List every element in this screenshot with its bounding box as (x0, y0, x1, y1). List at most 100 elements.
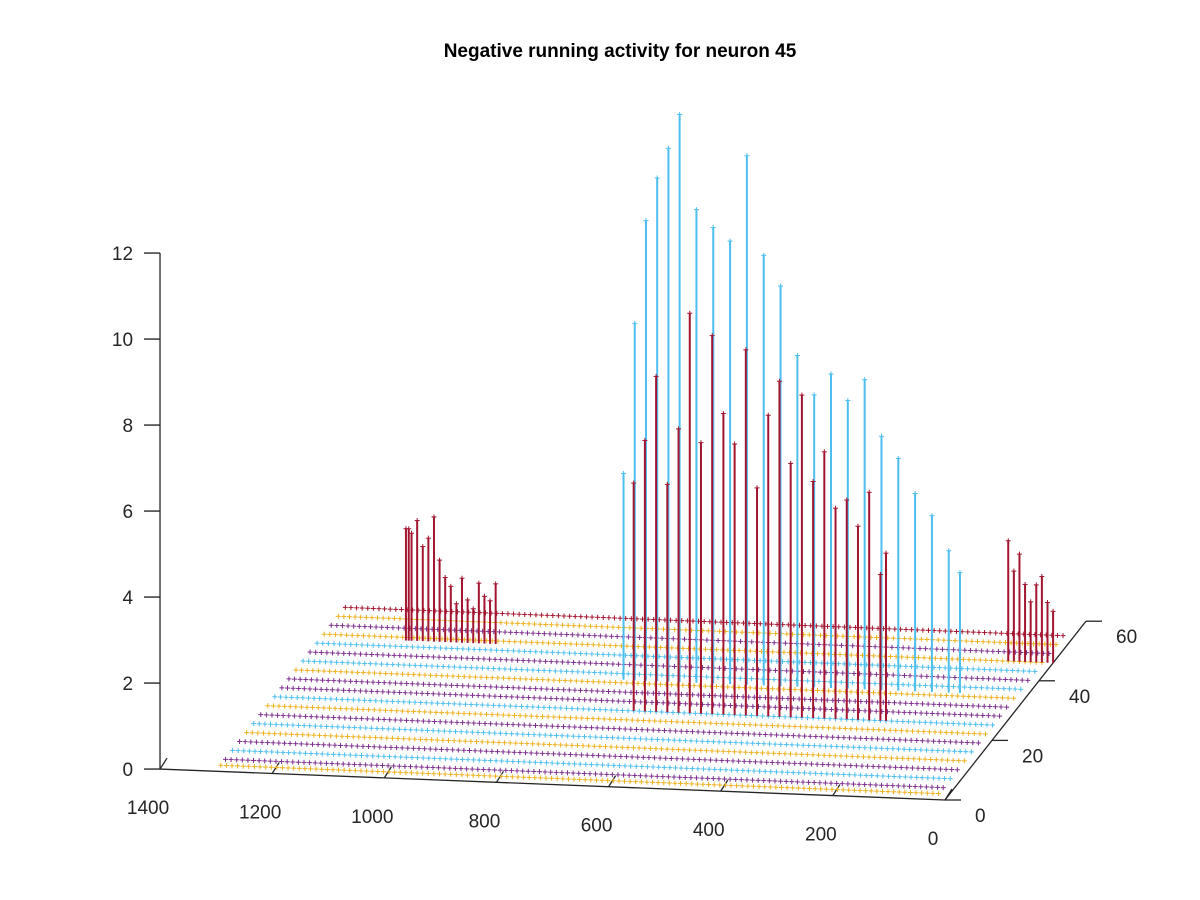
baseline-marker (615, 735, 621, 741)
baseline-marker (688, 738, 694, 744)
baseline-marker (359, 679, 365, 685)
baseline-marker (248, 739, 254, 745)
baseline-marker (773, 769, 779, 775)
baseline-marker (506, 712, 512, 718)
baseline-marker (495, 675, 501, 681)
baseline-marker (431, 755, 437, 761)
baseline-marker (918, 784, 924, 790)
baseline-marker (803, 687, 809, 693)
baseline-marker (452, 765, 458, 771)
baseline-marker (657, 755, 663, 761)
baseline-marker (713, 720, 719, 726)
baseline-marker (758, 685, 764, 691)
baseline-marker (597, 670, 603, 676)
baseline-marker (783, 778, 789, 784)
baseline-marker (838, 679, 844, 685)
baseline-marker (524, 704, 530, 710)
baseline-marker (471, 720, 477, 726)
baseline-marker (902, 774, 908, 780)
baseline-marker (627, 778, 633, 784)
baseline-marker (474, 665, 480, 671)
baseline-marker (334, 696, 340, 702)
baseline-marker (422, 672, 428, 678)
baseline-marker (900, 755, 906, 761)
baseline-marker (939, 757, 945, 763)
baseline-marker (461, 747, 467, 753)
baseline-marker (809, 724, 815, 730)
baseline-marker (818, 786, 824, 792)
baseline-marker (532, 722, 538, 728)
baseline-marker (782, 714, 788, 720)
z-tick-label: 6 (122, 502, 133, 523)
baseline-marker (359, 716, 365, 722)
baseline-marker (922, 683, 928, 689)
baseline-marker (401, 699, 407, 705)
baseline-marker (634, 690, 640, 696)
baseline-marker (493, 721, 499, 727)
baseline-marker (723, 730, 729, 736)
baseline-marker (691, 756, 697, 762)
baseline-marker (924, 710, 930, 716)
baseline-marker (521, 685, 527, 691)
baseline-marker (946, 711, 952, 717)
baseline-marker (476, 772, 482, 778)
baseline-marker (665, 774, 671, 780)
baseline-marker (561, 724, 567, 730)
baseline-marker (540, 677, 546, 683)
baseline-marker (503, 694, 509, 700)
baseline-marker (374, 725, 380, 731)
baseline-marker (848, 726, 854, 732)
baseline-marker (542, 732, 548, 738)
baseline-marker (538, 686, 544, 692)
baseline-marker (719, 757, 725, 763)
baseline-marker (725, 721, 731, 727)
baseline-marker (940, 785, 946, 791)
baseline-marker (459, 756, 465, 762)
baseline-marker (572, 761, 578, 767)
baseline-marker (457, 738, 463, 744)
baseline-marker (790, 733, 796, 739)
baseline-marker (727, 703, 733, 709)
baseline-marker (336, 715, 342, 721)
baseline-marker (509, 731, 515, 737)
baseline-marker (416, 709, 422, 715)
baseline-marker (555, 723, 561, 729)
baseline-marker (526, 774, 532, 780)
baseline-marker (476, 720, 482, 726)
baseline-marker (239, 757, 245, 763)
baseline-marker (851, 787, 857, 793)
baseline-marker (632, 772, 638, 778)
baseline-marker (590, 679, 596, 685)
baseline-marker (329, 761, 335, 767)
baseline-marker (394, 745, 400, 751)
baseline-marker (301, 723, 307, 729)
baseline-marker (885, 789, 891, 795)
baseline-marker (467, 711, 473, 717)
baseline-marker (423, 737, 429, 743)
baseline-marker (689, 781, 695, 787)
baseline-marker (551, 751, 557, 757)
baseline-marker (817, 780, 823, 786)
baseline-marker (872, 717, 878, 723)
baseline-marker (884, 782, 890, 788)
baseline-marker (497, 767, 503, 773)
baseline-marker (478, 711, 484, 717)
baseline-marker (458, 729, 464, 735)
baseline-marker (899, 691, 905, 697)
baseline-marker (525, 731, 531, 737)
baseline-marker (345, 734, 351, 740)
baseline-marker (959, 739, 965, 745)
baseline-marker (465, 757, 471, 763)
baseline-marker (835, 787, 841, 793)
baseline-marker (464, 772, 470, 778)
baseline-marker (398, 680, 404, 686)
baseline-marker (896, 789, 902, 795)
baseline-marker (733, 776, 739, 782)
baseline-marker (591, 743, 597, 749)
baseline-marker (962, 684, 968, 690)
baseline-marker (582, 777, 588, 783)
baseline-marker (666, 780, 672, 786)
baseline-marker (919, 790, 925, 796)
baseline-marker (873, 745, 879, 751)
baseline-marker (352, 768, 358, 774)
